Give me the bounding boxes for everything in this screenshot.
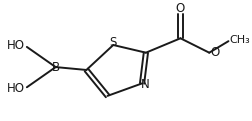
Text: O: O <box>210 46 219 59</box>
Text: HO: HO <box>7 82 25 95</box>
Text: O: O <box>176 2 185 15</box>
Text: CH₃: CH₃ <box>229 35 250 45</box>
Text: S: S <box>110 36 117 49</box>
Text: N: N <box>141 78 149 91</box>
Text: B: B <box>52 61 60 74</box>
Text: HO: HO <box>7 39 25 53</box>
